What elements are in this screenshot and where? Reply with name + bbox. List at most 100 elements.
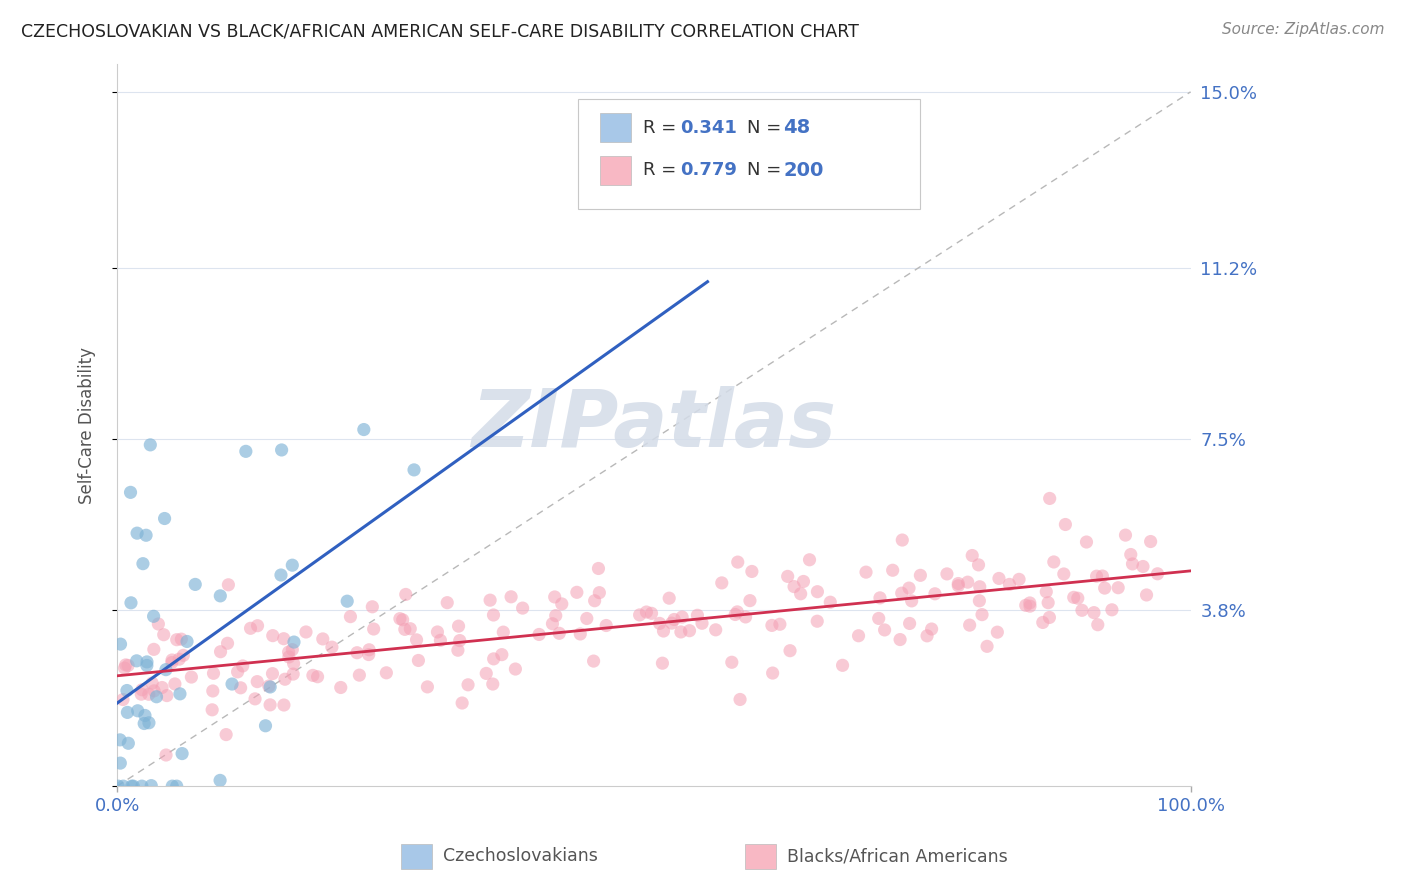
Point	[302, 668, 325, 682]
Text: R =: R =	[643, 161, 682, 179]
Point	[1091, 569, 1114, 583]
Point	[235, 444, 257, 458]
Point	[346, 646, 368, 660]
Point	[686, 608, 709, 623]
Point	[277, 645, 299, 659]
Point	[121, 779, 143, 793]
Point	[155, 747, 177, 762]
Point	[170, 632, 193, 647]
Point	[120, 485, 142, 500]
Point	[312, 632, 335, 646]
Point	[321, 640, 343, 654]
Point	[475, 666, 498, 681]
Point	[201, 703, 224, 717]
Point	[447, 643, 470, 657]
Point	[669, 624, 692, 639]
Point	[114, 661, 136, 675]
Point	[725, 605, 748, 619]
Point	[391, 613, 413, 627]
Point	[690, 616, 713, 631]
Text: 0.779: 0.779	[681, 161, 737, 179]
Point	[115, 683, 138, 698]
Text: CZECHOSLOVAKIAN VS BLACK/AFRICAN AMERICAN SELF-CARE DISABILITY CORRELATION CHART: CZECHOSLOVAKIAN VS BLACK/AFRICAN AMERICA…	[21, 22, 859, 40]
Text: N =: N =	[747, 119, 786, 136]
Point	[202, 666, 225, 681]
Point	[1139, 534, 1161, 549]
Point	[544, 608, 567, 623]
Point	[229, 681, 252, 695]
Point	[361, 599, 384, 614]
Point	[651, 656, 673, 670]
Point	[426, 625, 449, 640]
Point	[671, 610, 693, 624]
Point	[217, 636, 239, 650]
Point	[457, 678, 479, 692]
Point	[277, 649, 299, 664]
Text: Blacks/African Americans: Blacks/African Americans	[787, 847, 1008, 865]
Point	[640, 607, 662, 621]
Point	[349, 668, 371, 682]
Point	[976, 640, 998, 654]
Point	[153, 511, 176, 525]
Point	[936, 566, 959, 581]
Point	[704, 623, 727, 637]
Point	[806, 614, 828, 628]
Point	[595, 618, 617, 632]
Point	[900, 594, 922, 608]
Point	[569, 627, 592, 641]
Point	[107, 779, 129, 793]
Point	[588, 585, 610, 599]
Point	[481, 677, 503, 691]
Point	[820, 595, 842, 609]
Point	[145, 690, 167, 704]
Point	[769, 617, 792, 632]
Point	[150, 681, 173, 695]
Point	[501, 590, 523, 604]
Point	[155, 663, 177, 677]
Point	[201, 684, 224, 698]
Point	[998, 577, 1021, 591]
Point	[1063, 591, 1085, 605]
Point	[960, 549, 983, 563]
Point	[259, 698, 281, 712]
Text: Source: ZipAtlas.com: Source: ZipAtlas.com	[1222, 22, 1385, 37]
Point	[779, 643, 801, 657]
Point	[658, 591, 681, 606]
Point	[281, 642, 304, 657]
Point	[544, 590, 567, 604]
Point	[959, 618, 981, 632]
Point	[1039, 491, 1062, 506]
Point	[152, 628, 174, 642]
Point	[339, 609, 361, 624]
Point	[162, 779, 184, 793]
Point	[583, 593, 606, 607]
Point	[172, 747, 194, 761]
Point	[1085, 569, 1108, 583]
Point	[395, 587, 418, 601]
Point	[548, 626, 571, 640]
Point	[217, 578, 239, 592]
Point	[408, 653, 430, 667]
Point	[221, 677, 243, 691]
Point	[156, 689, 179, 703]
Point	[259, 680, 281, 694]
Point	[138, 715, 160, 730]
Point	[1038, 610, 1060, 624]
Point	[491, 648, 513, 662]
Point	[363, 622, 385, 636]
Point	[891, 533, 914, 547]
Point	[394, 623, 416, 637]
Point	[724, 607, 747, 622]
Point	[762, 666, 785, 681]
Point	[239, 621, 262, 635]
Point	[160, 653, 183, 667]
Point	[117, 736, 139, 750]
Point	[209, 645, 232, 659]
Point	[243, 691, 266, 706]
Text: ZIPatlas: ZIPatlas	[471, 386, 837, 464]
Text: N =: N =	[747, 161, 786, 179]
Point	[1067, 591, 1090, 606]
Point	[127, 704, 149, 718]
Point	[329, 681, 352, 695]
Point	[889, 632, 911, 647]
